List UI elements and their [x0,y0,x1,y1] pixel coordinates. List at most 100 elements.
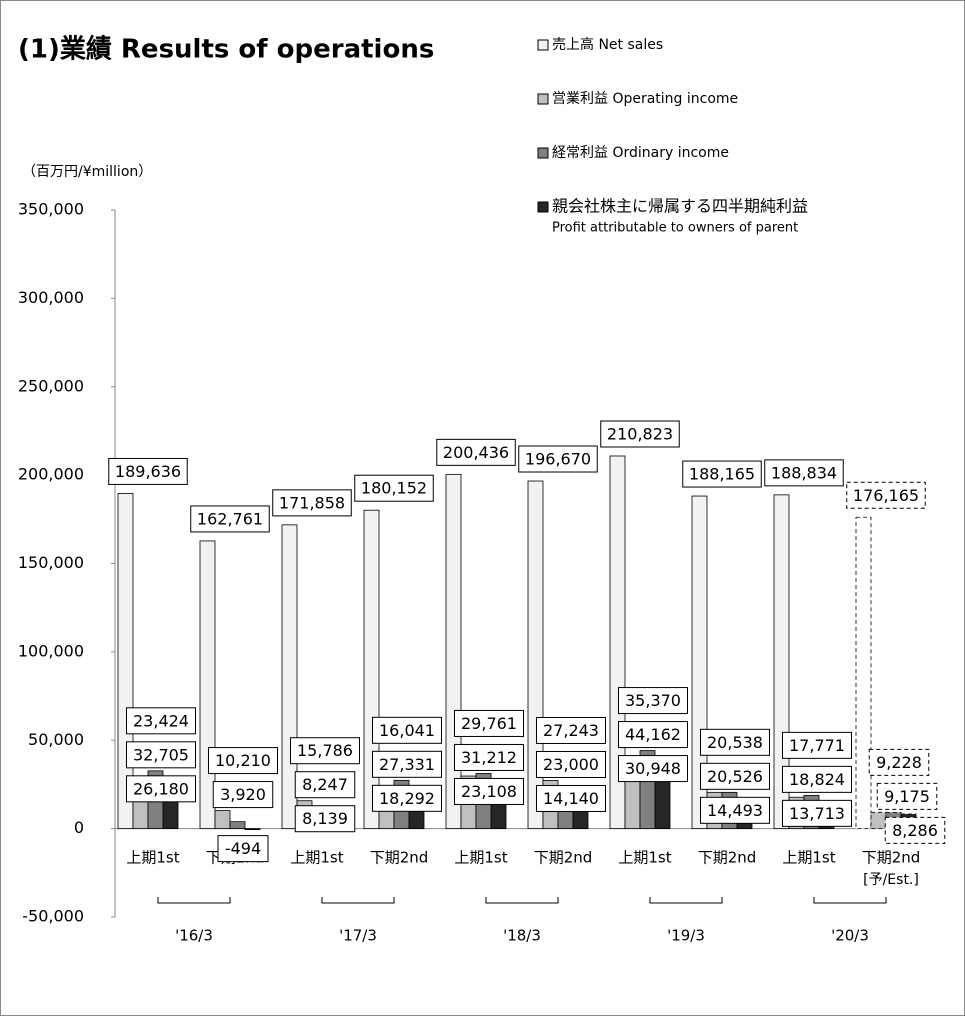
data-label-box [868,748,930,776]
data-label-box [618,755,688,783]
group-bracket [649,897,723,904]
group-label: '16/3 [175,927,213,945]
data-label: 180,152 [361,479,427,498]
data-label: 188,834 [771,463,837,482]
data-label: 27,243 [543,721,599,740]
data-label: 26,180 [133,779,189,798]
y-tick-label: -50,000 [22,907,84,926]
data-label-box [126,775,196,803]
data-label-box [217,835,269,863]
data-label: 20,526 [707,767,763,786]
y-tick-label: 0 [74,818,84,837]
legend-label: 経常利益 Ordinary income [552,145,729,161]
data-label: 44,162 [625,725,681,744]
data-label-box [372,784,442,812]
group-label: '20/3 [831,927,869,945]
x-tick-label: 上期1st [782,849,835,867]
data-label: 23,424 [133,711,189,730]
unit-label: （百万円/¥million） [22,164,152,180]
bar [870,811,887,830]
y-tick-label: 150,000 [18,553,84,572]
data-label-box [108,457,188,485]
data-label-box [126,707,196,735]
group-label: '19/3 [667,927,705,945]
data-label: 18,292 [379,789,435,808]
data-label-box [782,731,852,759]
data-label-box [536,750,606,778]
x-tick-label: 上期1st [126,849,179,867]
data-label-box [454,777,524,805]
bar [214,810,231,830]
data-label: 8,286 [892,821,938,840]
data-label: 14,493 [707,801,763,820]
data-label: -494 [225,839,261,858]
data-label-box [600,420,680,448]
data-label-box [884,816,946,844]
data-label: 31,212 [461,748,517,767]
data-label-box [272,489,352,517]
y-tick-label: 300,000 [18,288,84,307]
x-tick-label: 上期1st [290,849,343,867]
data-label: 8,139 [302,809,348,828]
x-tick-label: 下期2nd [534,849,593,867]
legend-label: 親会社株主に帰属する四半期純利益 [552,197,808,216]
data-label-box [536,784,606,812]
data-label-box [126,741,196,769]
bar [363,509,380,830]
data-label-box [454,709,524,737]
data-label: 13,713 [789,804,845,823]
data-label-box [764,459,844,487]
bar [244,828,261,831]
data-label-box [876,782,938,810]
y-tick-label: 350,000 [18,200,84,219]
data-label: 29,761 [461,714,517,733]
data-label-box [618,687,688,715]
data-label-box [682,460,762,488]
data-label: 162,761 [197,509,263,528]
data-label: 32,705 [133,745,189,764]
data-label-box [294,771,356,799]
x-tick-label: 下期2nd [862,849,921,867]
data-label-box [700,728,770,756]
legend-swatch [537,93,549,105]
data-label-box [436,438,516,466]
bar [855,516,872,830]
data-label: 9,228 [876,753,922,772]
data-label: 9,175 [884,787,930,806]
y-tick-label: 250,000 [18,376,84,395]
legend-label: 売上高 Net sales [552,36,663,53]
legend-swatch [537,201,549,213]
data-label-box [618,721,688,749]
data-label-box [518,445,598,473]
x-tick-label: 上期1st [618,849,671,867]
data-label: 10,210 [215,751,271,770]
legend-swatch [537,39,549,51]
data-label-box [454,743,524,771]
data-label: 18,824 [789,770,845,789]
legend-label: 営業利益 Operating income [552,91,738,107]
data-label-box [372,716,442,744]
data-label: 8,247 [302,775,348,794]
data-label: 189,636 [115,462,181,481]
data-label: 176,165 [853,486,919,505]
legend-label: Profit attributable to owners of parent [552,221,798,236]
data-label: 27,331 [379,755,435,774]
data-label: 15,786 [297,741,353,760]
data-label-box [700,796,770,824]
data-label: 200,436 [443,443,509,462]
data-label-box [190,505,270,533]
x-tick-label: 下期2nd [370,849,429,867]
data-label: 23,000 [543,755,599,774]
chart-title: (1)業績 Results of operations [18,35,434,65]
data-label-box [212,781,274,809]
group-bracket [813,897,887,904]
data-label-box [536,716,606,744]
group-bracket [485,897,559,904]
y-tick-label: 200,000 [18,465,84,484]
data-label-box [354,474,434,502]
data-label: 196,670 [525,450,591,469]
group-label: '17/3 [339,927,377,945]
bar [445,473,462,830]
data-label-box [372,750,442,778]
